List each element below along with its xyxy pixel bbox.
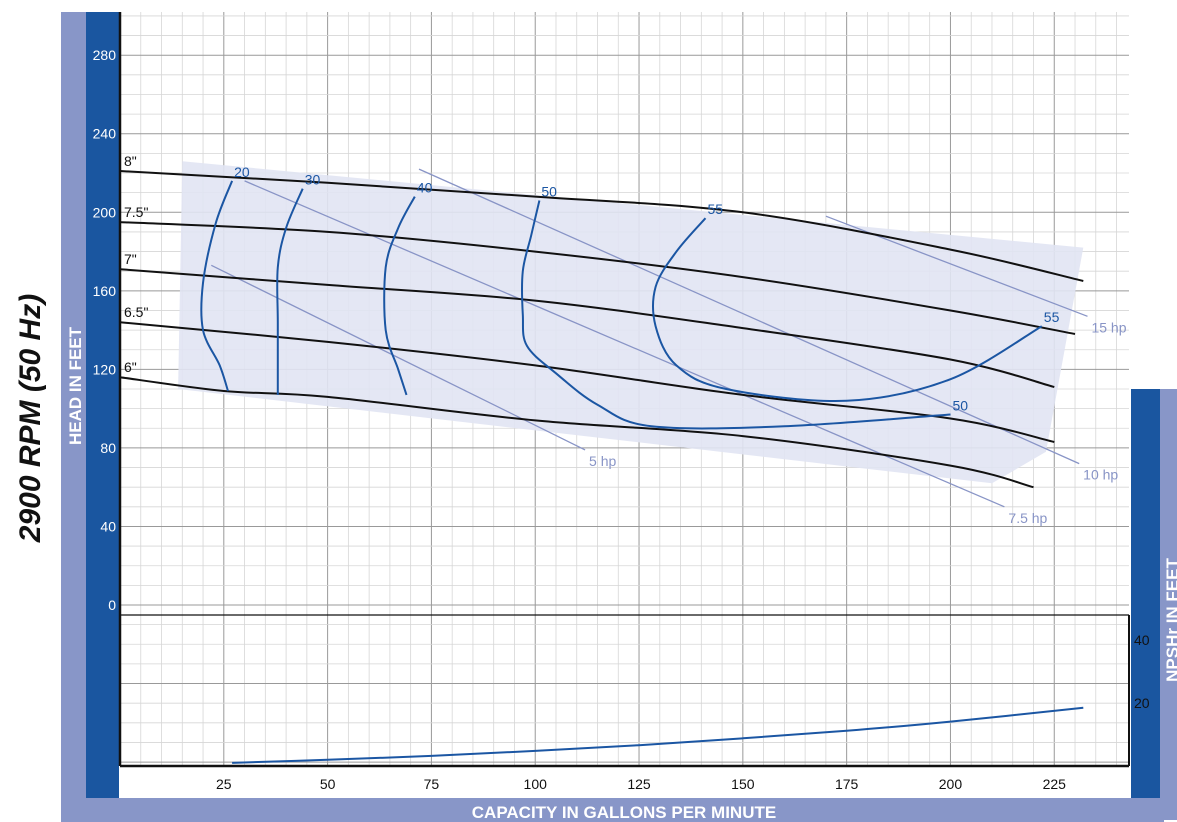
efficiency-20-curve — [200, 180, 234, 392]
impeller-7-label: 7" — [124, 251, 137, 267]
x-tick-label: 50 — [320, 776, 336, 792]
y2-tick-label: 20 — [1134, 695, 1150, 711]
operating-region-layer — [178, 161, 1084, 484]
x-tick-label: 25 — [216, 776, 232, 792]
impeller-6-5-label: 6.5" — [124, 304, 148, 320]
efficiency-50-label: 50 — [541, 184, 557, 200]
impeller-curves: 8" 7.5" 7" 6.5" 6" — [119, 153, 1084, 489]
hp-15hp-label: 15 hp — [1091, 319, 1126, 335]
right-outer-band — [1160, 389, 1177, 820]
efficiency-40-label: 40 — [417, 180, 433, 196]
y-tick-label: 280 — [93, 47, 117, 63]
efficiency-55-end-label: 55 — [1044, 309, 1060, 325]
impeller-7-curve — [119, 268, 1055, 388]
bottom-band — [61, 798, 1164, 822]
npshr-curve — [232, 706, 1084, 764]
x-axis-title: CAPACITY IN GALLONS PER MINUTE — [472, 803, 776, 822]
x-tick-label: 75 — [424, 776, 440, 792]
efficiency-50-end-label: 50 — [952, 398, 968, 414]
efficiency-30-curve — [276, 188, 304, 395]
x-tick-label: 150 — [731, 776, 755, 792]
hp-10hp-label: 10 hp — [1083, 467, 1118, 483]
y-tick-label: 40 — [100, 518, 116, 534]
y-tick-label: 120 — [93, 361, 117, 377]
efficiency-30-label: 30 — [305, 172, 321, 188]
hp-7-5hp-label: 7.5 hp — [1008, 510, 1047, 526]
side-rpm-title: 2900 RPM (50 Hz) — [14, 294, 47, 543]
efficiency-curves: 20 30 40 50 50 55 55 — [200, 164, 1060, 430]
impeller-7-5-curve — [119, 221, 1076, 335]
impeller-8-curve — [119, 170, 1084, 282]
y-axis-title: HEAD IN FEET — [66, 326, 85, 445]
tick-labels: 25 50 75 100 125 150 175 200 225 0 40 80 120 160 200 24… — [93, 47, 1150, 792]
operating-region — [178, 161, 1084, 484]
x-tick-label: 225 — [1043, 776, 1067, 792]
hp-10hp-line — [418, 168, 1080, 465]
y-tick-label: 80 — [100, 440, 116, 456]
efficiency-50-curve — [521, 200, 951, 430]
hp-5hp-label: 5 hp — [589, 453, 616, 469]
axes — [118, 12, 1130, 768]
y2-axis-title: NPSHr IN FEET — [1163, 558, 1177, 682]
x-tick-label: 125 — [627, 776, 651, 792]
y-tick-label: 160 — [93, 283, 117, 299]
npshr-curve-layer — [232, 706, 1084, 764]
y-tick-label: 240 — [93, 126, 117, 142]
y2-tick-label: 40 — [1134, 632, 1150, 648]
y-tick-label: 200 — [93, 204, 117, 220]
efficiency-40-curve — [383, 196, 416, 396]
impeller-6-curve — [119, 376, 1034, 489]
impeller-8-label: 8" — [124, 153, 137, 169]
y-tick-label: 0 — [108, 597, 116, 613]
impeller-6-label: 6" — [124, 359, 137, 375]
efficiency-55-curve — [652, 217, 1043, 403]
x-tick-label: 100 — [524, 776, 548, 792]
right-inner-band — [1131, 389, 1160, 798]
efficiency-55-label: 55 — [707, 201, 723, 217]
impeller-6-5-curve — [119, 321, 1055, 443]
x-tick-label: 200 — [939, 776, 963, 792]
x-tick-label: 175 — [835, 776, 859, 792]
efficiency-20-label: 20 — [234, 164, 250, 180]
impeller-7-5-label: 7.5" — [124, 204, 148, 220]
left-inner-band — [86, 12, 119, 798]
left-outer-band — [61, 12, 86, 820]
bottom-axis-strip — [119, 766, 1129, 798]
